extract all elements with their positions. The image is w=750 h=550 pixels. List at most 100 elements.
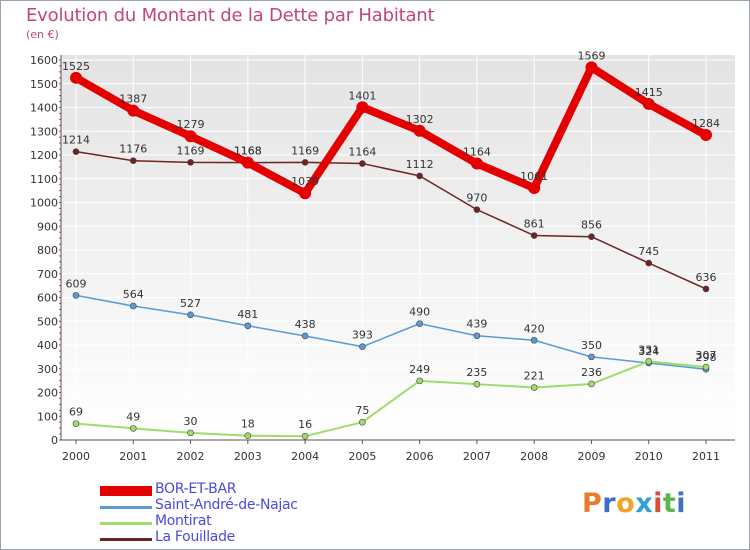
- data-point: [528, 182, 541, 195]
- data-point: [645, 358, 653, 365]
- data-label: 1401: [348, 89, 376, 102]
- data-label: 1214: [62, 134, 90, 147]
- data-label: 420: [524, 322, 545, 335]
- series-line: [75, 150, 707, 290]
- data-label: 1302: [406, 113, 434, 126]
- data-point: [359, 343, 366, 350]
- logo-letter: P: [582, 488, 603, 519]
- data-point: [416, 320, 423, 327]
- logo-letter: t: [662, 488, 677, 519]
- data-label: 18: [241, 418, 255, 431]
- data-label: 1164: [348, 146, 376, 159]
- data-point: [129, 425, 137, 432]
- data-point: [530, 336, 538, 344]
- data-point: [129, 302, 137, 310]
- data-point: [301, 332, 309, 340]
- data-point: [72, 292, 80, 299]
- data-label: 1525: [62, 60, 90, 73]
- x-tick-label: 2007: [463, 450, 491, 463]
- x-tick-label: 2008: [520, 450, 548, 463]
- grid-lines: [61, 55, 735, 441]
- legend-item: BOR-ET-BAR: [100, 481, 400, 499]
- data-label: 564: [123, 288, 144, 301]
- data-label: 439: [466, 318, 487, 331]
- data-label: 298: [696, 351, 717, 364]
- data-label: 1279: [177, 118, 205, 131]
- data-label: 1415: [635, 86, 663, 99]
- data-point: [588, 233, 595, 240]
- y-tick-label: 600: [37, 292, 58, 305]
- data-label: 235: [466, 366, 487, 379]
- x-tick-label: 2010: [635, 450, 663, 463]
- logo-letter: o: [616, 488, 636, 519]
- logo-letter: x: [635, 488, 654, 519]
- data-point: [702, 363, 710, 371]
- data-point: [700, 129, 712, 142]
- data-label: 970: [466, 192, 487, 205]
- data-label: 1169: [291, 144, 319, 157]
- data-label: 1168: [234, 145, 262, 158]
- data-point: [585, 61, 598, 74]
- x-tick-label: 2002: [177, 450, 205, 463]
- data-point: [301, 159, 309, 166]
- y-tick-label: 1600: [30, 54, 58, 67]
- data-label: 1387: [119, 93, 147, 106]
- data-label: 745: [638, 245, 659, 258]
- x-tick-label: 2001: [119, 450, 147, 463]
- series-line: [75, 360, 707, 438]
- data-point: [187, 429, 194, 437]
- data-point: [356, 101, 369, 114]
- legend-swatch: [100, 537, 152, 541]
- data-label: 1164: [463, 146, 491, 159]
- series-line: [75, 294, 707, 370]
- y-tick-label: 1500: [30, 78, 58, 91]
- data-label: 636: [696, 271, 717, 284]
- chart-title: Evolution du Montant de la Dette par Hab…: [26, 5, 435, 26]
- data-label: 1169: [177, 144, 205, 157]
- data-label: 1061: [520, 170, 548, 183]
- data-label: 30: [184, 415, 198, 428]
- data-point: [359, 418, 366, 426]
- series-line: [72, 63, 710, 198]
- data-label: 1176: [119, 143, 147, 156]
- data-point: [413, 124, 426, 137]
- data-point: [187, 159, 194, 166]
- data-point: [642, 97, 655, 110]
- data-point: [241, 156, 254, 169]
- y-tick-label: 1100: [30, 173, 58, 186]
- y-tick-label: 900: [37, 220, 58, 233]
- y-tick-label: 1200: [30, 149, 58, 162]
- x-tick-label: 2005: [348, 450, 376, 463]
- legend-item: Montirat: [100, 513, 400, 531]
- legend-label: La Fouillade: [155, 529, 235, 545]
- data-label: 75: [355, 404, 369, 417]
- data-label: 324: [638, 345, 659, 358]
- data-label: 438: [295, 318, 316, 331]
- data-label: 1284: [692, 117, 720, 130]
- axes: 0 100 200 300 400 500 600 700 800 900 1000 1100 1200…: [30, 54, 735, 463]
- data-label: 331: [638, 343, 659, 356]
- data-label: 1112: [406, 158, 434, 171]
- data-label: 221: [524, 370, 545, 383]
- data-label: 393: [352, 329, 373, 342]
- proxiti-logo: Proxiti: [582, 488, 686, 519]
- data-point: [127, 104, 140, 117]
- data-point: [244, 432, 252, 440]
- legend-swatch: [100, 505, 152, 509]
- y-tick-label: 400: [37, 339, 58, 352]
- y-tick-label: 1300: [30, 125, 58, 138]
- x-tick-label: 2003: [234, 450, 262, 463]
- data-label: 1039: [291, 175, 319, 188]
- data-label: 69: [69, 406, 83, 419]
- data-point: [359, 160, 366, 167]
- x-tick-label: 2009: [577, 450, 605, 463]
- logo-letter: r: [602, 488, 617, 519]
- data-label: 861: [524, 218, 545, 231]
- data-point: [416, 377, 423, 385]
- data-point: [299, 187, 312, 200]
- y-tick-label: 200: [37, 387, 58, 400]
- data-point: [473, 380, 481, 388]
- data-label: 16: [298, 418, 312, 431]
